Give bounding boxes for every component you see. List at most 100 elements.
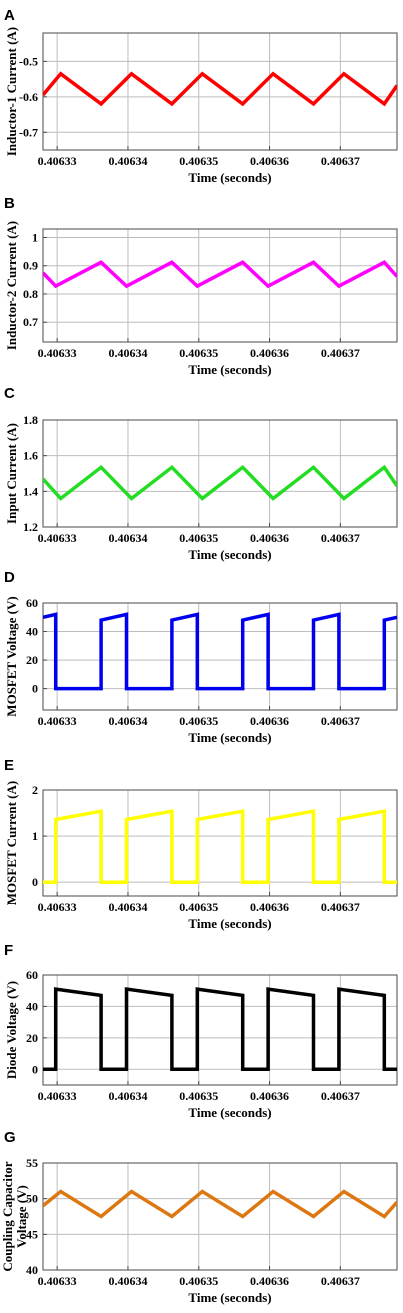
y-tick-label: 0.8: [23, 287, 38, 301]
plot-border: [42, 419, 398, 528]
y-tick-label: 1.6: [23, 449, 38, 463]
y-tick-label: 2: [32, 783, 38, 797]
x-axis-label: Time (seconds): [188, 1105, 271, 1120]
x-tick-label: 0.40637: [321, 714, 360, 728]
plot-area: [42, 789, 398, 897]
y-tick-label: -0.6: [19, 90, 38, 104]
series-line: [43, 260, 397, 289]
chart-panel-e: E 0.40633 0.40634 0.40635 0.40636 0.40637 2 1 0 T…: [4, 757, 398, 931]
x-tick-label: 0.40633: [38, 900, 77, 914]
series-line: [43, 612, 397, 691]
x-tick-label: 0.40634: [108, 900, 147, 914]
x-tick-label: 0.40633: [38, 154, 77, 168]
x-axis-label: Time (seconds): [188, 916, 271, 931]
plot-area: [42, 32, 398, 151]
panel-letter: D: [4, 569, 15, 586]
y-tick-label: 1.4: [23, 484, 38, 498]
x-tick-label: 0.40636: [250, 154, 289, 168]
y-tick-label: 20: [26, 1031, 38, 1045]
x-tick-label: 0.40635: [179, 531, 218, 545]
panel-letter: F: [4, 942, 13, 959]
plot-area: [42, 1162, 398, 1271]
y-tick-label: 55: [26, 1156, 38, 1170]
x-tick-label: 0.40634: [108, 346, 147, 360]
x-tick-label: 0.40636: [250, 1274, 289, 1288]
plot-border: [42, 228, 398, 343]
y-axis-label: MOSFET Current (A): [4, 781, 19, 905]
plot-border: [42, 32, 398, 151]
x-tick-label: 0.40634: [108, 1089, 147, 1103]
y-axis-label: MOSFET Voltage (V): [4, 596, 19, 716]
x-tick-label: 0.40637: [321, 1089, 360, 1103]
x-tick-label: 0.40633: [38, 1274, 77, 1288]
y-tick-label: 50: [26, 1192, 38, 1206]
panel-letter: B: [4, 195, 15, 212]
x-tick-label: 0.40637: [321, 346, 360, 360]
x-tick-label: 0.40635: [179, 346, 218, 360]
plot-border: [42, 974, 398, 1086]
chart-panel-d: D 0.40633 0.40634 0.40635 0.40636 0.40637 60 40…: [4, 569, 398, 745]
x-tick-label: 0.40637: [321, 531, 360, 545]
x-tick-label: 0.40635: [179, 154, 218, 168]
chart-panel-f: F 0.40633 0.40634 0.40635 0.40636 0.40637 60 40…: [4, 942, 398, 1120]
x-axis-label: Time (seconds): [188, 1290, 271, 1305]
chart-panel-a: A 0.40633 0.40634 0.40635 0.40636 0.40637 -0.5…: [4, 7, 398, 185]
panel-letter: G: [4, 1129, 16, 1146]
series-line: [43, 1189, 397, 1219]
plot-border: [42, 602, 398, 711]
y-tick-label: 1.2: [23, 520, 38, 534]
y-tick-label: 0: [32, 682, 38, 696]
x-tick-label: 0.40636: [250, 531, 289, 545]
x-tick-label: 0.40636: [250, 714, 289, 728]
x-tick-label: 0.40635: [179, 1089, 218, 1103]
panel-letter: E: [4, 757, 14, 774]
y-axis-label: Coupling CapacitorVoltage (V): [0, 1161, 29, 1271]
x-axis-label: Time (seconds): [188, 170, 271, 185]
x-axis-label: Time (seconds): [188, 362, 271, 377]
x-tick-label: 0.40637: [321, 900, 360, 914]
x-tick-label: 0.40633: [38, 531, 77, 545]
y-axis-label: Inductor-2 Current (A): [4, 221, 19, 350]
y-axis-label: Diode Voltage (V): [4, 981, 19, 1079]
y-tick-label: 0.9: [23, 259, 38, 273]
x-tick-label: 0.40634: [108, 154, 147, 168]
y-tick-label: 40: [26, 999, 38, 1013]
x-tick-label: 0.40633: [38, 346, 77, 360]
y-axis-label: Inductor-1 Current (A): [4, 27, 19, 156]
x-tick-label: 0.40633: [38, 714, 77, 728]
y-tick-label: 45: [26, 1227, 38, 1241]
x-tick-label: 0.40635: [179, 1274, 218, 1288]
y-tick-label: 1: [32, 230, 38, 244]
panel-letter: A: [4, 7, 15, 24]
y-tick-label: 60: [26, 968, 38, 982]
y-tick-label: 0.7: [23, 315, 38, 329]
y-tick-label: -0.5: [19, 54, 38, 68]
x-tick-label: 0.40634: [108, 1274, 147, 1288]
y-axis-label: Input Current (A): [4, 423, 19, 524]
series-line: [43, 71, 397, 107]
x-axis-label: Time (seconds): [188, 547, 271, 562]
x-tick-label: 0.40635: [179, 714, 218, 728]
series-line: [43, 809, 397, 884]
x-tick-label: 0.40637: [321, 154, 360, 168]
chart-panel-b: B 0.40633 0.40634 0.40635 0.40636 0.40637 1 0.9…: [4, 195, 398, 377]
x-tick-label: 0.40636: [250, 900, 289, 914]
x-axis-label: Time (seconds): [188, 730, 271, 745]
y-tick-label: 60: [26, 596, 38, 610]
y-tick-label: 40: [26, 625, 38, 639]
x-tick-label: 0.40633: [38, 1089, 77, 1103]
panel-letter: C: [4, 385, 15, 402]
plot-area: [42, 419, 398, 528]
y-tick-label: 0: [32, 1062, 38, 1076]
x-tick-label: 0.40637: [321, 1274, 360, 1288]
y-tick-label: -0.7: [19, 125, 38, 139]
series-line: [43, 464, 397, 501]
x-tick-label: 0.40634: [108, 714, 147, 728]
y-tick-label: 0: [32, 875, 38, 889]
x-tick-label: 0.40636: [250, 1089, 289, 1103]
plot-border: [42, 789, 398, 897]
chart-panel-g: G 0.40633 0.40634 0.40635 0.40636 0.40637 55 50…: [0, 1129, 398, 1305]
y-tick-label: 1: [32, 829, 38, 843]
y-tick-label: 40: [26, 1263, 38, 1277]
